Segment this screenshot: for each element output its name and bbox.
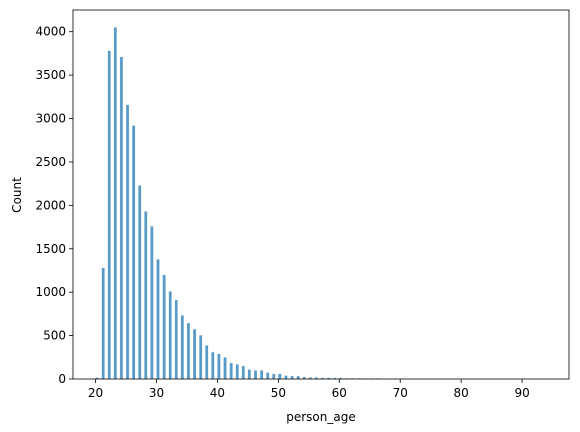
bar bbox=[235, 364, 239, 380]
bar bbox=[125, 104, 130, 380]
bar bbox=[107, 50, 111, 380]
bar bbox=[198, 335, 203, 380]
bar bbox=[290, 375, 294, 380]
y-tick-label: 500 bbox=[43, 329, 66, 343]
bar bbox=[101, 267, 105, 380]
bar bbox=[278, 373, 282, 380]
bar bbox=[241, 365, 245, 380]
bar bbox=[113, 27, 118, 380]
bar bbox=[131, 125, 136, 380]
y-axis-label: Count bbox=[10, 177, 24, 213]
bar bbox=[156, 259, 160, 380]
bar bbox=[119, 56, 124, 380]
bar bbox=[296, 375, 300, 380]
bar bbox=[272, 373, 276, 380]
bar bbox=[211, 351, 215, 380]
bar bbox=[192, 328, 197, 380]
bar bbox=[266, 372, 270, 380]
bar bbox=[174, 299, 178, 380]
x-tick-label: 20 bbox=[88, 386, 103, 400]
bar bbox=[150, 226, 154, 380]
y-tick-label: 1000 bbox=[35, 285, 66, 299]
bar bbox=[180, 315, 185, 380]
bar bbox=[138, 185, 142, 380]
bar bbox=[284, 375, 288, 380]
bars-group bbox=[95, 27, 550, 380]
x-tick-label: 30 bbox=[149, 386, 164, 400]
bar bbox=[253, 370, 258, 380]
x-tick-label: 40 bbox=[210, 386, 225, 400]
bar bbox=[247, 369, 252, 380]
bar bbox=[259, 370, 264, 380]
bar bbox=[205, 344, 209, 380]
x-axis-label: person_age bbox=[286, 410, 356, 424]
x-tick-label: 50 bbox=[271, 386, 286, 400]
x-tick-label: 70 bbox=[393, 386, 408, 400]
y-tick-label: 0 bbox=[58, 372, 66, 386]
x-tick-label: 60 bbox=[332, 386, 347, 400]
bar bbox=[186, 322, 191, 380]
y-tick-label: 1500 bbox=[35, 242, 66, 256]
bar bbox=[217, 353, 221, 380]
bar bbox=[168, 291, 172, 380]
bar bbox=[229, 362, 233, 380]
bar bbox=[162, 274, 166, 380]
x-tick-label: 80 bbox=[454, 386, 469, 400]
bar bbox=[144, 211, 148, 380]
x-axis: 20 30 40 50 60 70 80 90 bbox=[88, 379, 530, 400]
y-tick-label: 2000 bbox=[35, 198, 66, 212]
y-tick-label: 3000 bbox=[35, 112, 66, 126]
x-tick-label: 90 bbox=[514, 386, 529, 400]
axes-frame bbox=[72, 9, 570, 380]
y-axis: 0 500 1000 1500 2000 2500 3000 3500 4000 bbox=[35, 25, 73, 386]
y-tick-label: 2500 bbox=[35, 155, 66, 169]
y-tick-label: 4000 bbox=[35, 25, 66, 39]
bar bbox=[223, 357, 227, 380]
y-tick-label: 3500 bbox=[35, 68, 66, 82]
